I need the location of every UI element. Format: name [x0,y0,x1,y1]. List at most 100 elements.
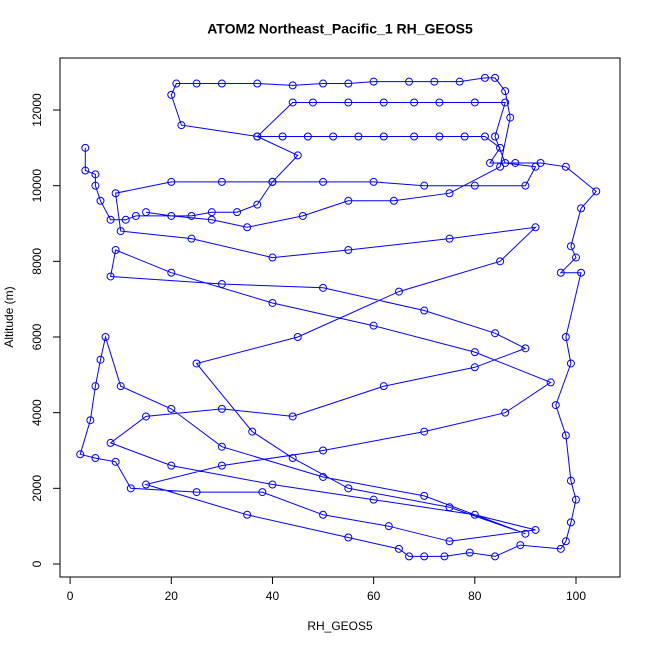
data-point [556,268,565,277]
data-point [217,461,226,470]
x-tick-label: 20 [165,589,179,603]
data-point [319,510,328,519]
data-point [420,552,429,561]
data-point [167,90,176,99]
data-point [141,480,150,489]
data-point [278,132,287,141]
data-point [217,404,226,413]
data-point [167,461,176,470]
data-point [187,211,196,220]
data-point [420,181,429,190]
y-tick-label: 6000 [30,323,44,350]
data-point [506,113,515,122]
data-point [243,223,252,232]
data-point [192,79,201,88]
data-point [420,427,429,436]
data-point [369,77,378,86]
data-point [344,196,353,205]
data-point [167,177,176,186]
data-point [116,227,125,236]
data-point [566,359,575,368]
data-point [546,378,555,387]
data-point [516,541,525,550]
x-tick-label: 100 [566,589,586,603]
data-point [344,245,353,254]
data-point [288,98,297,107]
data-point [440,552,449,561]
data-point [592,187,601,196]
data-point [207,208,216,217]
data-point [319,446,328,455]
data-point [177,121,186,130]
data-point [86,416,95,425]
data-point [111,189,120,198]
data-point [233,208,242,217]
data-point [511,158,520,167]
data-point [258,488,267,497]
data-point [465,548,474,557]
data-point [217,280,226,289]
data-point [344,98,353,107]
data-point [268,253,277,262]
data-point [491,552,500,561]
data-point [329,132,338,141]
data-point [76,450,85,459]
data-point [248,427,257,436]
data-point [521,529,530,538]
data-point [389,196,398,205]
data-point [141,208,150,217]
x-tick-label: 0 [67,589,74,603]
data-point [470,98,479,107]
data-point [293,151,302,160]
data-point [496,162,505,171]
data-point [96,355,105,364]
data-point [496,257,505,266]
chart-title: ATOM2 Northeast_Pacific_1 RH_GEOS5 [207,21,473,37]
data-point [303,132,312,141]
x-axis-label: RH_GEOS5 [307,619,373,633]
data-point [501,158,510,167]
data-point [480,73,489,82]
data-point [91,454,100,463]
data-point [435,98,444,107]
data-point [501,98,510,107]
data-point [81,143,90,152]
data-point [268,298,277,307]
y-axis-label: Altitude (m) [2,286,16,347]
data-point [566,518,575,527]
data-point [192,359,201,368]
y-tick-label: 12000 [30,93,44,127]
data-point [470,348,479,357]
data-point [253,200,262,209]
data-point [445,234,454,243]
data-point [501,408,510,417]
data-point [394,287,403,296]
data-point [91,382,100,391]
data-point [561,537,570,546]
data-point [521,344,530,353]
data-point [253,79,262,88]
data-point [561,333,570,342]
data-point [217,177,226,186]
y-tick-label: 0 [30,560,44,567]
data-point [410,98,419,107]
data-point [344,79,353,88]
data-point [491,73,500,82]
data-point [207,215,216,224]
data-point [577,204,586,213]
data-point [485,158,494,167]
data-point [445,189,454,198]
data-point [420,306,429,315]
data-point [167,404,176,413]
x-tick-label: 60 [367,589,381,603]
data-point [319,283,328,292]
data-point [491,329,500,338]
y-tick-label: 10000 [30,169,44,203]
data-point [531,223,540,232]
data-point [243,510,252,519]
data-point [187,234,196,243]
data-point [293,333,302,342]
y-tick-label: 8000 [30,248,44,275]
data-point [566,476,575,485]
